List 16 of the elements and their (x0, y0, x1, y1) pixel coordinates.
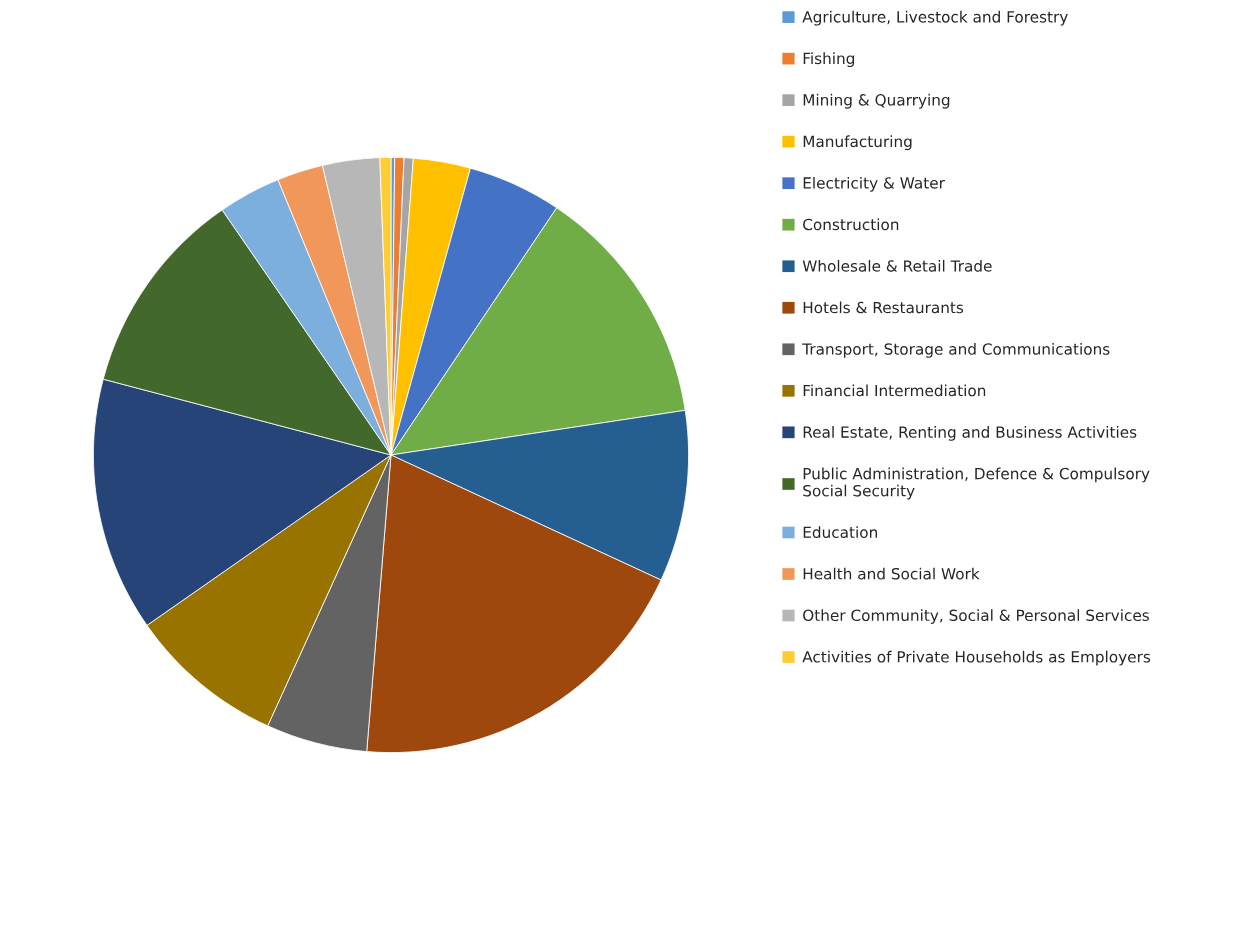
legend-label: Education (803, 526, 877, 539)
legend-label: Activities of Private Households as Employers (802, 650, 1151, 666)
legend-label: Agriculture, Livestock and Forestry (802, 10, 1068, 26)
legend-label: Real Estate, Renting and Business Activities (803, 426, 1137, 441)
legend-label: Health and Social Work (803, 567, 980, 580)
legend-label: Wholesale & Retail Trade (802, 259, 992, 272)
legend-label: Public Administration, Defence & Compulsory Social Security (803, 467, 1150, 500)
legend-label: Other Community, Social & Personal Services (803, 609, 1149, 625)
legend-label: Fishing (803, 52, 855, 68)
legend-label: Mining & Quarrying (803, 93, 950, 109)
legend-label: Transport, Storage and Communications (802, 342, 1110, 358)
legend-label: Financial Intermediation (803, 384, 986, 397)
legend-label: Hotels & Restaurants (803, 301, 964, 314)
legend-label: Electricity & Water (803, 176, 945, 192)
legend-label: Construction (803, 218, 899, 231)
legend-label: Manufacturing (803, 135, 912, 151)
